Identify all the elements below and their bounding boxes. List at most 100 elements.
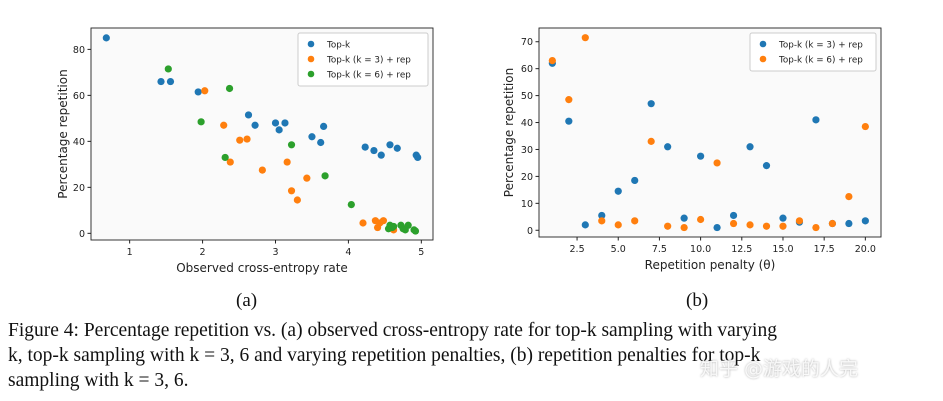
data-point: [565, 117, 573, 125]
y-tick-label: 40: [73, 137, 85, 148]
data-point: [308, 133, 316, 141]
data-point: [697, 152, 705, 160]
x-tick-label: 4: [345, 247, 351, 258]
subfigure-label-b: (b): [686, 290, 709, 311]
chart-b: 2.5 5.0 7.5 10.0 12.5 15.0 17.5 20.0 0 10 20 30 40 50…: [502, 27, 882, 272]
caption-line-1: Figure 4: Percentage repetition vs. (a) …: [8, 320, 777, 341]
data-point: [414, 153, 422, 162]
data-point: [251, 121, 259, 129]
data-point: [221, 153, 229, 162]
data-point: [581, 221, 589, 229]
data-point: [164, 65, 172, 73]
data-point: [379, 217, 388, 225]
y-tick-label: 60: [73, 91, 85, 102]
legend-label: Top-k: [326, 40, 351, 50]
x-tick-label: 17.5: [814, 244, 835, 255]
data-point: [762, 222, 771, 230]
data-point: [614, 187, 622, 195]
data-point: [861, 217, 869, 225]
data-point: [614, 221, 622, 229]
legend: Top-k Top-k (k = 3) + rep Top-k (k = 6) + …: [297, 32, 429, 87]
data-point: [697, 215, 705, 224]
y-tick-label: 10: [521, 199, 533, 210]
data-point: [812, 116, 820, 124]
data-point: [845, 193, 853, 201]
data-point: [226, 158, 234, 166]
data-point: [647, 100, 655, 108]
data-point: [779, 222, 787, 230]
x-tick-label: 5.0: [611, 244, 626, 255]
data-point: [236, 136, 244, 144]
x-tick-label: 3: [272, 247, 278, 258]
y-tick-label: 20: [73, 183, 85, 194]
data-point: [275, 126, 283, 134]
data-point: [220, 121, 228, 129]
chart-a: 1 2 3 4 5 0 20 40 60 80 Observed cross-entropy rat…: [56, 27, 434, 275]
legend-marker: [759, 40, 767, 48]
x-tick-label: 2.5: [570, 244, 585, 255]
legend-marker: [759, 55, 767, 63]
legend-label: Top-k (k = 6) + rep: [778, 55, 863, 65]
data-point: [411, 227, 420, 235]
caption-line-2: k, top-k sampling with k = 3, 6 and vary…: [8, 345, 761, 366]
data-point: [713, 223, 721, 232]
data-point: [828, 219, 837, 228]
data-point: [861, 122, 869, 131]
data-point: [680, 223, 688, 232]
legend-label: Top-k (k = 6) + rep: [326, 70, 411, 80]
legend-box: [749, 32, 877, 72]
y-tick-label: 20: [521, 172, 533, 183]
data-point: [303, 174, 311, 182]
y-tick-label: 0: [79, 229, 85, 240]
y-axis-label: Percentage repetition: [502, 68, 516, 197]
data-point: [194, 88, 202, 96]
legend-marker: [307, 40, 315, 48]
legend-label: Top-k (k = 3) + rep: [778, 40, 863, 50]
x-tick-label: 15.0: [772, 244, 793, 255]
x-tick-label: 2: [200, 247, 206, 258]
y-tick-label: 70: [521, 37, 533, 48]
x-axis-label: Observed cross-entropy rate: [176, 261, 348, 275]
data-point: [317, 138, 325, 147]
legend-box: [297, 32, 429, 87]
data-point: [631, 176, 639, 185]
x-tick-label: 12.5: [731, 244, 752, 255]
data-point: [386, 141, 394, 149]
data-point: [664, 143, 672, 151]
data-point: [201, 87, 209, 95]
watermark: 知乎 @游戏的人完: [700, 358, 859, 380]
data-point: [812, 223, 820, 232]
data-point: [762, 162, 771, 170]
data-point: [321, 172, 329, 180]
data-point: [393, 144, 401, 152]
y-axis-label: Percentage repetition: [56, 69, 70, 198]
data-point: [548, 56, 556, 65]
x-tick-label: 20.0: [855, 244, 876, 255]
data-point: [779, 214, 787, 222]
subfigure-label-a: (a): [236, 290, 258, 311]
data-point: [102, 34, 110, 42]
y-tick-label: 0: [527, 226, 533, 237]
data-point: [598, 211, 606, 220]
y-tick-label: 40: [521, 118, 533, 129]
data-point: [746, 143, 754, 151]
data-point: [283, 158, 291, 166]
data-point: [166, 77, 175, 86]
data-point: [359, 219, 367, 227]
y-tick-label: 30: [521, 145, 533, 156]
data-point: [287, 141, 296, 149]
x-tick-label: 10.0: [690, 244, 711, 255]
data-point: [271, 119, 280, 127]
x-tick-label: 1: [127, 247, 133, 258]
data-point: [746, 221, 754, 229]
data-point: [225, 84, 234, 93]
x-tick-label: 5: [418, 247, 424, 258]
data-point: [281, 119, 289, 127]
data-point: [404, 221, 412, 229]
data-point: [664, 222, 672, 230]
data-point: [390, 222, 398, 231]
data-point: [565, 96, 573, 104]
data-point: [598, 217, 606, 225]
y-tick-label: 60: [521, 64, 533, 75]
